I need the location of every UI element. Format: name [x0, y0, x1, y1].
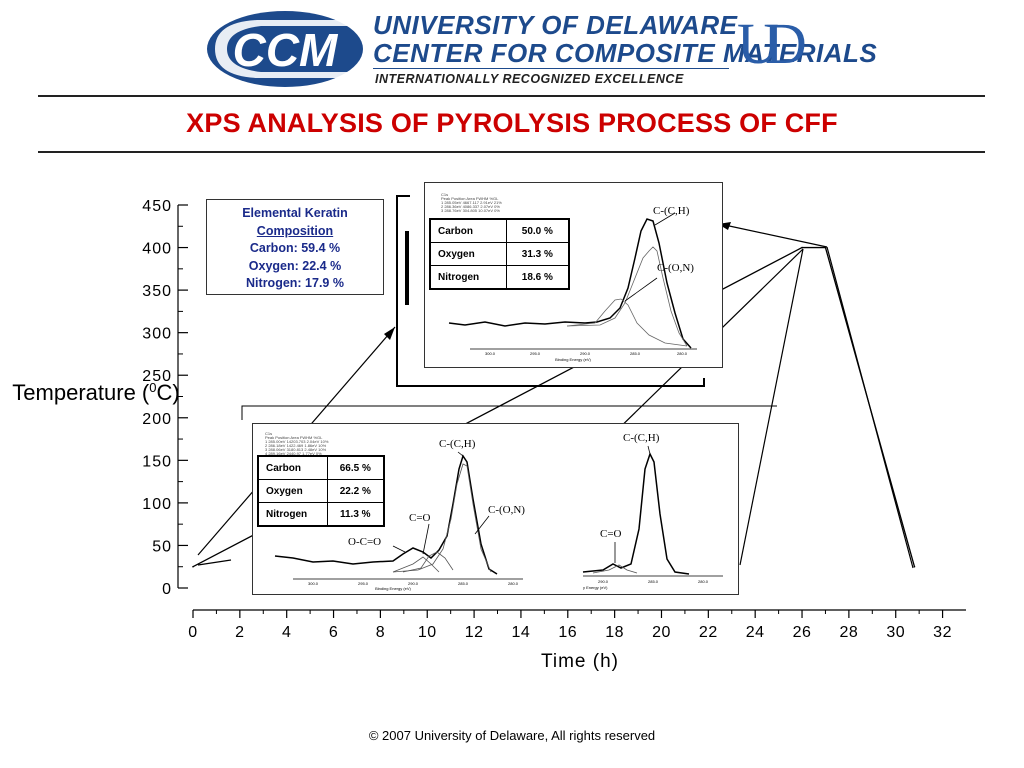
composition-oxygen: Oxygen: 22.4 % — [248, 258, 342, 273]
peak-label-oco-left: O-C=O — [348, 536, 382, 548]
svg-text:280.0: 280.0 — [698, 579, 709, 584]
svg-text:295.0: 295.0 — [358, 581, 369, 586]
svg-text:CCM: CCM — [233, 24, 339, 76]
x-tick-label: 22 — [699, 624, 718, 641]
elemental-composition-box: Elemental Keratin Composition Carbon: 59… — [206, 199, 384, 295]
peak-label-co-left: C=O — [409, 512, 431, 524]
x-tick-label: 26 — [793, 624, 812, 641]
table-row: Nitrogen 11.3 % — [257, 502, 385, 527]
y-tick-label: 350 — [142, 283, 172, 300]
inset-bottom-header: C1s Peak Position Area FWHM %GL 1 285.00… — [265, 431, 329, 456]
table-row: Oxygen 22.2 % — [257, 479, 385, 503]
y-axis-label: Temperature (0C) — [12, 380, 179, 405]
x-tick-label: 12 — [465, 624, 484, 641]
y-tick-label: 200 — [142, 411, 172, 428]
x-tick-label: 10 — [418, 624, 437, 641]
x-tick-label: 2 — [235, 624, 244, 641]
peak-label-cch-left: C-(C,H) — [439, 438, 476, 450]
peak-label-co-right: C=O — [600, 528, 622, 540]
y-tick-label: 50 — [152, 538, 172, 555]
copyright-notice: © 2007 University of Delaware, All right… — [368, 728, 656, 743]
peak-label-con: C-(O,N) — [657, 262, 694, 274]
data-point — [192, 565, 194, 568]
y-tick-label: 150 — [142, 453, 172, 470]
table-row: Nitrogen 18.6 % — [429, 265, 570, 290]
xps-spectrum-bottom: 300.0 295.0 290.0 285.0 280.0 Binding En… — [274, 445, 723, 591]
x-tick-label: 16 — [558, 624, 577, 641]
x-tick-label: 24 — [746, 624, 765, 641]
peak-label-con-left: C-(O,N) — [488, 504, 525, 516]
composition-heading: Elemental Keratin — [242, 206, 348, 220]
composition-carbon: Carbon: 59.4 % — [249, 241, 341, 255]
svg-text:Binding Energy (eV): Binding Energy (eV) — [375, 586, 411, 591]
svg-text:290.0: 290.0 — [580, 351, 591, 356]
tagline: INTERNATIONALLY RECOGNIZED EXCELLENCE — [375, 72, 684, 86]
y-tick-label: 400 — [142, 241, 172, 258]
center-name: CENTER FOR COMPOSITE MATERIALS — [373, 38, 878, 68]
y-tick-label: 0 — [162, 581, 172, 598]
x-tick-label: 4 — [282, 624, 291, 641]
ccm-logo-icon: CCM — [207, 11, 363, 87]
svg-text:290.0: 290.0 — [408, 581, 419, 586]
table-row: Carbon 66.5 % — [257, 455, 385, 480]
data-point — [913, 565, 916, 568]
top-divider — [38, 95, 985, 97]
x-tick-label: 32 — [933, 624, 952, 641]
x-axis-label: Time (h) — [541, 651, 619, 672]
inset-top-header: C1s Peak Position Area FWHM %GL 1 285.05… — [441, 192, 502, 213]
y-tick-label: 250 — [142, 368, 172, 385]
composition-nitrogen: Nitrogen: 17.9 % — [246, 276, 344, 290]
svg-text:285.0: 285.0 — [458, 581, 469, 586]
table-row: Carbon 50.0 % — [429, 218, 570, 243]
x-tick-label: 20 — [652, 624, 671, 641]
x-tick-label: 0 — [188, 624, 197, 641]
xps-inset-bottom: C1s Peak Position Area FWHM %GL 1 285.00… — [252, 423, 739, 595]
inset-bottom-composition-table: Carbon 66.5 % Oxygen 22.2 % Nitrogen 11.3 % — [257, 455, 385, 527]
xps-inset-top: C1s Peak Position Area FWHM %GL 1 285.05… — [424, 182, 723, 368]
peak-label-cch: C-(C,H) — [653, 205, 690, 217]
svg-text:280.0: 280.0 — [508, 581, 519, 586]
svg-text:295.0: 295.0 — [530, 351, 541, 356]
header-rule — [373, 68, 729, 69]
svg-text:285.0: 285.0 — [630, 351, 641, 356]
page-title: XPS ANALYSIS OF PYROLYSIS PROCESS OF CFF — [186, 108, 838, 138]
x-tick-label: 18 — [605, 624, 624, 641]
x-tick-label: 28 — [839, 624, 858, 641]
y-tick-label: 100 — [142, 496, 172, 513]
header-logo-block: CCM UNIVERSITY OF DELAWARE CENTER FOR CO… — [205, 8, 877, 90]
x-tick-label: 6 — [329, 624, 338, 641]
xps-spectrum-top: 300.0 295.0 290.0 285.0 280.0 Binding En… — [448, 212, 697, 362]
svg-text:Binding Energy (eV): Binding Energy (eV) — [555, 357, 591, 362]
svg-text:y Energy (eV): y Energy (eV) — [583, 585, 608, 590]
university-name: UNIVERSITY OF DELAWARE — [373, 10, 738, 40]
svg-text:285.0: 285.0 — [648, 579, 659, 584]
peak-label-cch-right: C-(C,H) — [623, 432, 660, 444]
inset-top-composition-table: Carbon 50.0 % Oxygen 31.3 % Nitrogen 18.6 % — [429, 218, 570, 290]
table-row: Oxygen 31.3 % — [429, 242, 570, 266]
x-tick-label: 14 — [512, 624, 531, 641]
x-tick-label: 30 — [886, 624, 905, 641]
title-divider — [38, 151, 985, 153]
composition-subheading: Composition — [256, 223, 334, 238]
svg-text:280.0: 280.0 — [677, 351, 688, 356]
y-tick-label: 450 — [142, 198, 172, 215]
data-point — [801, 246, 803, 249]
x-tick-label: 8 — [376, 624, 385, 641]
svg-text:300.0: 300.0 — [308, 581, 319, 586]
y-tick-label: 300 — [142, 326, 172, 343]
svg-text:290.0: 290.0 — [598, 579, 609, 584]
svg-text:300.0: 300.0 — [485, 351, 496, 356]
